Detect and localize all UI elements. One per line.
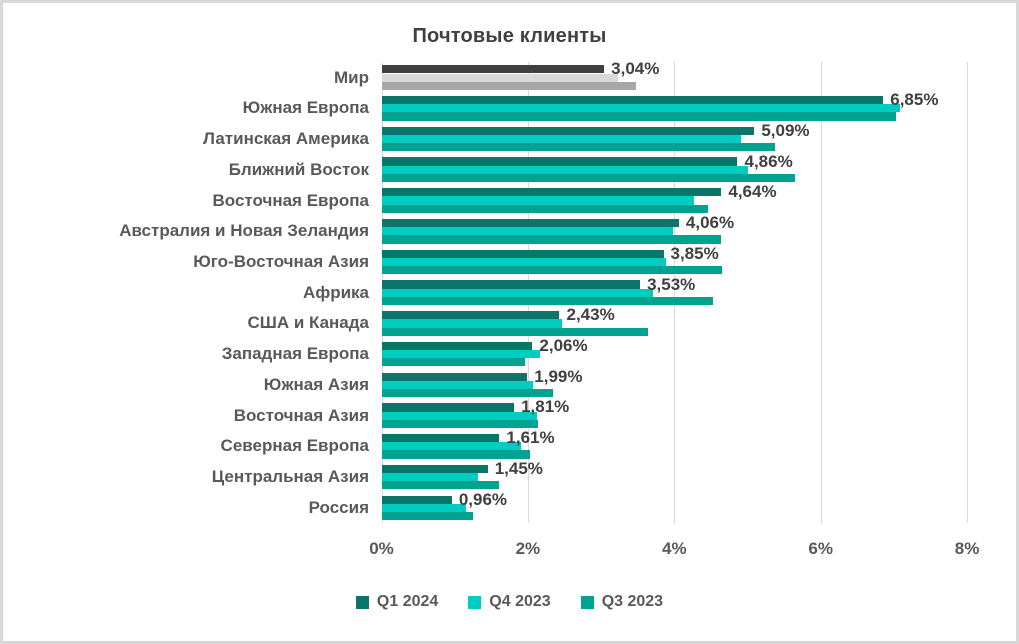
bar-q1-2024 [381, 372, 528, 381]
bar-q4-2023 [381, 288, 654, 297]
bar-q4-2023 [381, 73, 619, 82]
category-label: Мир [334, 67, 369, 87]
category-label: Северная Европа [220, 436, 369, 456]
bar-q1-2024 [381, 434, 500, 443]
bar-q3-2023 [381, 296, 714, 305]
data-label: 4,86% [744, 151, 793, 171]
bar-q4-2023 [381, 442, 522, 451]
bar-q1-2024 [381, 188, 722, 197]
legend-item: Q1 2024 [355, 593, 439, 611]
bar-q3-2023 [381, 204, 709, 213]
category-label: Латинская Америка [202, 129, 369, 149]
category-label: Африка [303, 282, 369, 302]
bar-q4-2023 [381, 196, 694, 205]
bar-q1-2024 [381, 249, 664, 258]
chart-title: Почтовые клиенты [412, 25, 607, 47]
legend-swatch-q3-2023 [580, 595, 594, 609]
bar-q1-2024 [381, 218, 679, 228]
category-label: Юго-Восточная Азия [193, 251, 369, 271]
bar-q4-2023 [381, 104, 901, 113]
bar-q3-2023 [381, 481, 499, 490]
x-axis-tick-label: 0% [369, 539, 394, 558]
bar-q3-2023 [381, 143, 775, 152]
bar-q3-2023 [381, 419, 539, 428]
gridline [820, 62, 822, 523]
data-label: 1,61% [506, 428, 555, 448]
category-label: Австралия и Новая Зеландия [119, 221, 369, 241]
bar-q1-2024 [381, 495, 452, 504]
bar-q4-2023 [381, 165, 748, 174]
bar-q3-2023 [381, 235, 722, 244]
bar-q1-2024 [381, 311, 560, 320]
data-label: 6,85% [890, 90, 939, 110]
data-label: 2,43% [566, 305, 615, 325]
bar-q3-2023 [381, 173, 796, 183]
bar-q4-2023 [381, 411, 537, 420]
bar-q1-2024 [381, 280, 641, 289]
x-axis-tick-label: 2% [515, 539, 541, 558]
bar-q4-2023 [381, 227, 674, 236]
category-label: Россия [308, 497, 369, 517]
bar-q1-2024 [381, 403, 515, 412]
data-label: 3,53% [647, 274, 696, 294]
category-label: Восточная Азия [233, 405, 369, 425]
data-label: 1,81% [521, 397, 570, 417]
x-axis-tick-label: 8% [954, 539, 980, 558]
data-label: 5,09% [761, 120, 810, 140]
data-label: 3,04% [611, 59, 660, 79]
category-label: Ближний Восток [228, 159, 369, 179]
category-label: Южная Азия [263, 374, 369, 394]
bar-q4-2023 [381, 134, 742, 144]
data-label: 0,96% [458, 489, 508, 509]
legend-item: Q3 2023 [580, 593, 664, 611]
data-label: 3,85% [670, 243, 719, 263]
bar-q4-2023 [381, 503, 466, 512]
category-label: Восточная Европа [212, 190, 369, 210]
bar-q4-2023 [381, 472, 479, 482]
bar-q1-2024 [381, 341, 533, 351]
bar-q4-2023 [381, 319, 562, 328]
gridline [674, 62, 676, 523]
data-label: 4,06% [685, 213, 735, 233]
bar-q4-2023 [381, 257, 667, 267]
category-label: Западная Европа [221, 344, 369, 364]
bar-q1-2024 [381, 65, 605, 74]
x-axis-tick-label: 6% [808, 539, 833, 558]
data-label: 4,64% [728, 182, 777, 202]
legend-label: Q3 2023 [601, 593, 664, 610]
legend-swatch-q1-2024 [355, 595, 369, 609]
category-label: Южная Европа [242, 98, 369, 118]
bar-q3-2023 [381, 266, 723, 275]
bar-q1-2024 [381, 464, 488, 473]
legend-label: Q1 2024 [376, 593, 439, 610]
data-label: 1,45% [494, 458, 543, 478]
bar-q3-2023 [381, 358, 526, 367]
bar-q4-2023 [381, 350, 541, 359]
bar-q1-2024 [381, 126, 755, 135]
bar-q3-2023 [381, 112, 897, 121]
bar-q3-2023 [381, 81, 637, 90]
bar-q3-2023 [381, 327, 649, 336]
bar-q1-2024 [381, 157, 738, 166]
category-label: Центральная Азия [211, 467, 369, 487]
data-label: 1,99% [534, 366, 583, 386]
legend-swatch-q4-2023 [468, 595, 482, 609]
bar-q4-2023 [381, 380, 534, 389]
bar-q1-2024 [381, 96, 884, 105]
legend: Q1 2024 Q4 2023 Q3 2023 [3, 593, 1016, 611]
legend-item: Q4 2023 [468, 593, 551, 611]
category-label: США и Канада [247, 313, 369, 333]
bar-q3-2023 [381, 389, 553, 398]
bar-q3-2023 [381, 511, 474, 521]
data-label: 2,06% [539, 335, 588, 355]
legend-label: Q4 2023 [489, 593, 551, 610]
bar-q3-2023 [381, 450, 531, 459]
gridline [967, 62, 969, 523]
x-axis-tick-label: 4% [662, 539, 687, 558]
